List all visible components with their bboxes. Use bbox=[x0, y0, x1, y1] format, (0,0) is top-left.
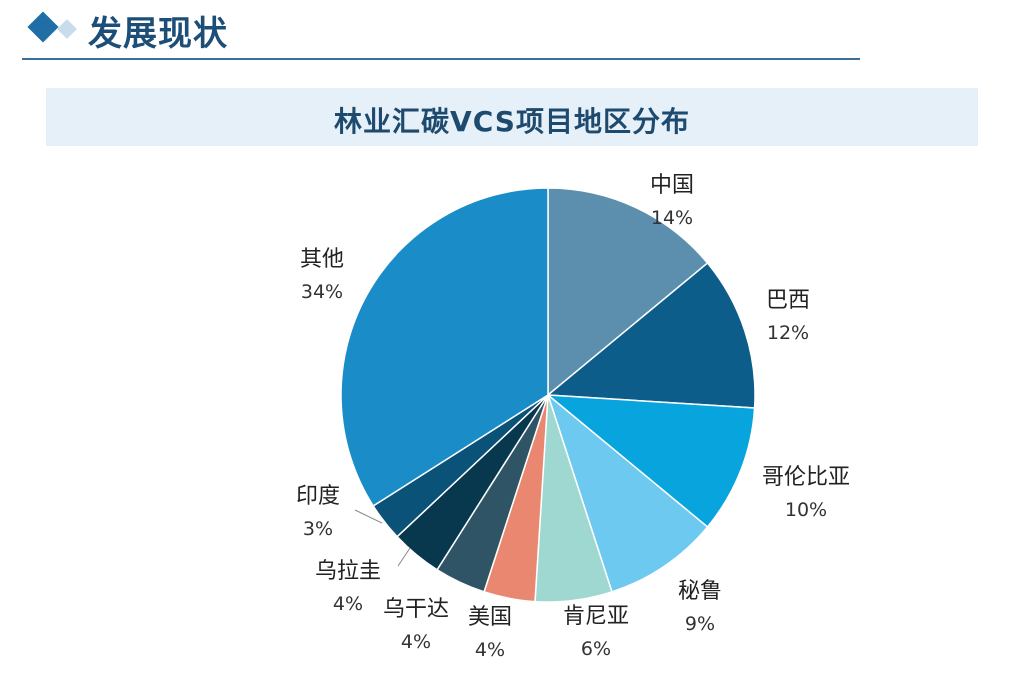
slice-label-name: 乌拉圭 bbox=[315, 559, 381, 584]
leader-line-7 bbox=[397, 547, 411, 567]
slice-labels: 中国 14% 巴西 12% 哥伦比亚 10% 秘鲁 9% 肯尼亚 6% 美国 4% 乌干达 4% 乌拉圭 4%… bbox=[296, 173, 850, 661]
slice-label-name: 肯尼亚 bbox=[563, 604, 629, 629]
pie-slice-3 bbox=[546, 392, 709, 593]
section-header: 发展现状 bbox=[22, 4, 862, 60]
slice-label-name: 哥伦比亚 bbox=[762, 465, 850, 490]
slice-label-percent: 4% bbox=[333, 593, 363, 615]
pie-slices bbox=[340, 187, 756, 603]
leader-line-8 bbox=[354, 509, 383, 524]
chart-title-banner: 林业汇碳VCS项目地区分布 bbox=[46, 88, 978, 146]
slice-label-name: 巴西 bbox=[766, 288, 810, 313]
pie-slice-1 bbox=[546, 261, 756, 409]
pie-slice-9 bbox=[340, 187, 549, 507]
slice-label-percent: 3% bbox=[303, 518, 333, 540]
slice-label-percent: 34% bbox=[301, 281, 343, 303]
slice-label-percent: 9% bbox=[685, 613, 715, 635]
section-title: 发展现状 bbox=[88, 14, 228, 54]
slice-label-name: 印度 bbox=[296, 484, 340, 509]
leader-lines bbox=[354, 509, 411, 567]
slice-label-percent: 4% bbox=[401, 631, 431, 653]
pie-slice-2 bbox=[545, 394, 756, 529]
section-divider bbox=[22, 58, 860, 60]
slice-label-name: 秘鲁 bbox=[678, 579, 722, 604]
pie-slice-0 bbox=[547, 187, 709, 397]
slice-label-percent: 6% bbox=[581, 638, 611, 660]
slice-label-name: 乌干达 bbox=[383, 597, 449, 622]
slice-label-percent: 10% bbox=[785, 499, 827, 521]
slice-label-percent: 14% bbox=[651, 207, 693, 229]
slice-label-name: 其他 bbox=[300, 247, 344, 272]
slice-label-name: 中国 bbox=[650, 173, 694, 198]
chart-title: 林业汇碳VCS项目地区分布 bbox=[334, 105, 690, 138]
slice-label-percent: 12% bbox=[767, 322, 809, 344]
slice-label-percent: 4% bbox=[475, 639, 505, 661]
slice-label-name: 美国 bbox=[468, 605, 512, 630]
